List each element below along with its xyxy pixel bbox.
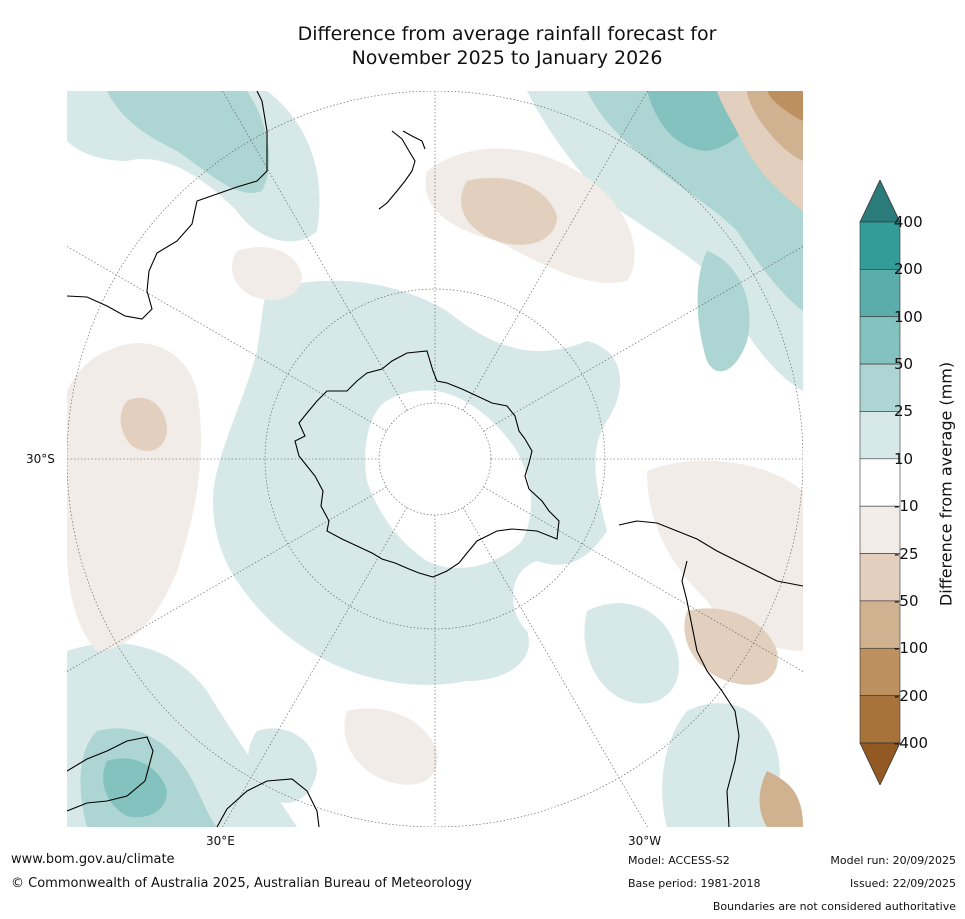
longitude-label-30w: 30°W <box>628 834 662 848</box>
colorbar <box>859 180 901 785</box>
colorbar-tick-label: 50 <box>894 355 914 374</box>
colorbar-segment <box>859 411 901 460</box>
dry-anomaly-vstrong <box>767 91 803 121</box>
australia-coast <box>67 91 268 320</box>
longitude-label-30e: 30°E <box>206 834 235 848</box>
coastlines <box>67 91 803 827</box>
latitude-circle-60s <box>264 288 606 630</box>
title-line-2: November 2025 to January 2026 <box>351 47 663 69</box>
colorbar-tick-label: 400 <box>894 213 923 231</box>
colorbar-tick-label: -100 <box>894 639 929 658</box>
colorbar-segment <box>859 553 901 602</box>
colorbar-segment <box>859 458 901 507</box>
title-line-1: Difference from average rainfall forecas… <box>297 23 717 45</box>
africa-coast <box>67 736 320 827</box>
model-text: Model: ACCESS-S2 <box>628 854 730 867</box>
colorbar-segment <box>859 647 901 696</box>
colorbar-segment <box>859 505 901 554</box>
colorbar-tick-label: -50 <box>894 591 919 610</box>
colorbar-segment <box>859 269 901 318</box>
south-america-coast <box>618 520 803 827</box>
latitude-label-30s: 30°S <box>26 452 55 466</box>
base-period-text: Base period: 1981-2018 <box>628 877 761 890</box>
colorbar-segment <box>859 600 901 649</box>
colorbar-tick-label: -25 <box>894 544 919 563</box>
colorbar-tick-label: -200 <box>894 686 929 705</box>
colorbar-segment <box>859 695 901 744</box>
colorbar-segment <box>859 316 901 365</box>
colorbar-title: Difference from average (mm) <box>936 361 956 607</box>
issued-text: Issued: 22/09/2025 <box>849 877 956 890</box>
copyright-text: © Commonwealth of Australia 2025, Austra… <box>11 876 472 891</box>
colorbar-tick-label: -400 <box>894 734 929 752</box>
colorbar-tick-label: 25 <box>894 402 914 421</box>
chart-title: Difference from average rainfall forecas… <box>0 22 965 70</box>
colorbar-tick-label: 100 <box>894 307 923 326</box>
antarctica-coast <box>294 350 560 578</box>
colorbar-extend-bottom <box>859 742 901 785</box>
colorbar-tick-label: 10 <box>894 449 914 468</box>
colorbar-segment <box>859 363 901 412</box>
boundaries-disclaimer: Boundaries are not considered authoritat… <box>712 900 956 913</box>
website-link[interactable]: www.bom.gov.au/climate <box>11 852 175 867</box>
colorbar-tick-label: 200 <box>894 260 923 279</box>
new-zealand-coast <box>378 130 426 210</box>
colorbar-tick-label: -10 <box>894 497 919 516</box>
dry-anomaly-mid <box>120 91 803 685</box>
graticule <box>67 91 803 827</box>
model-run-text: Model run: 20/09/2025 <box>830 854 956 867</box>
rainfall-map <box>67 91 803 827</box>
